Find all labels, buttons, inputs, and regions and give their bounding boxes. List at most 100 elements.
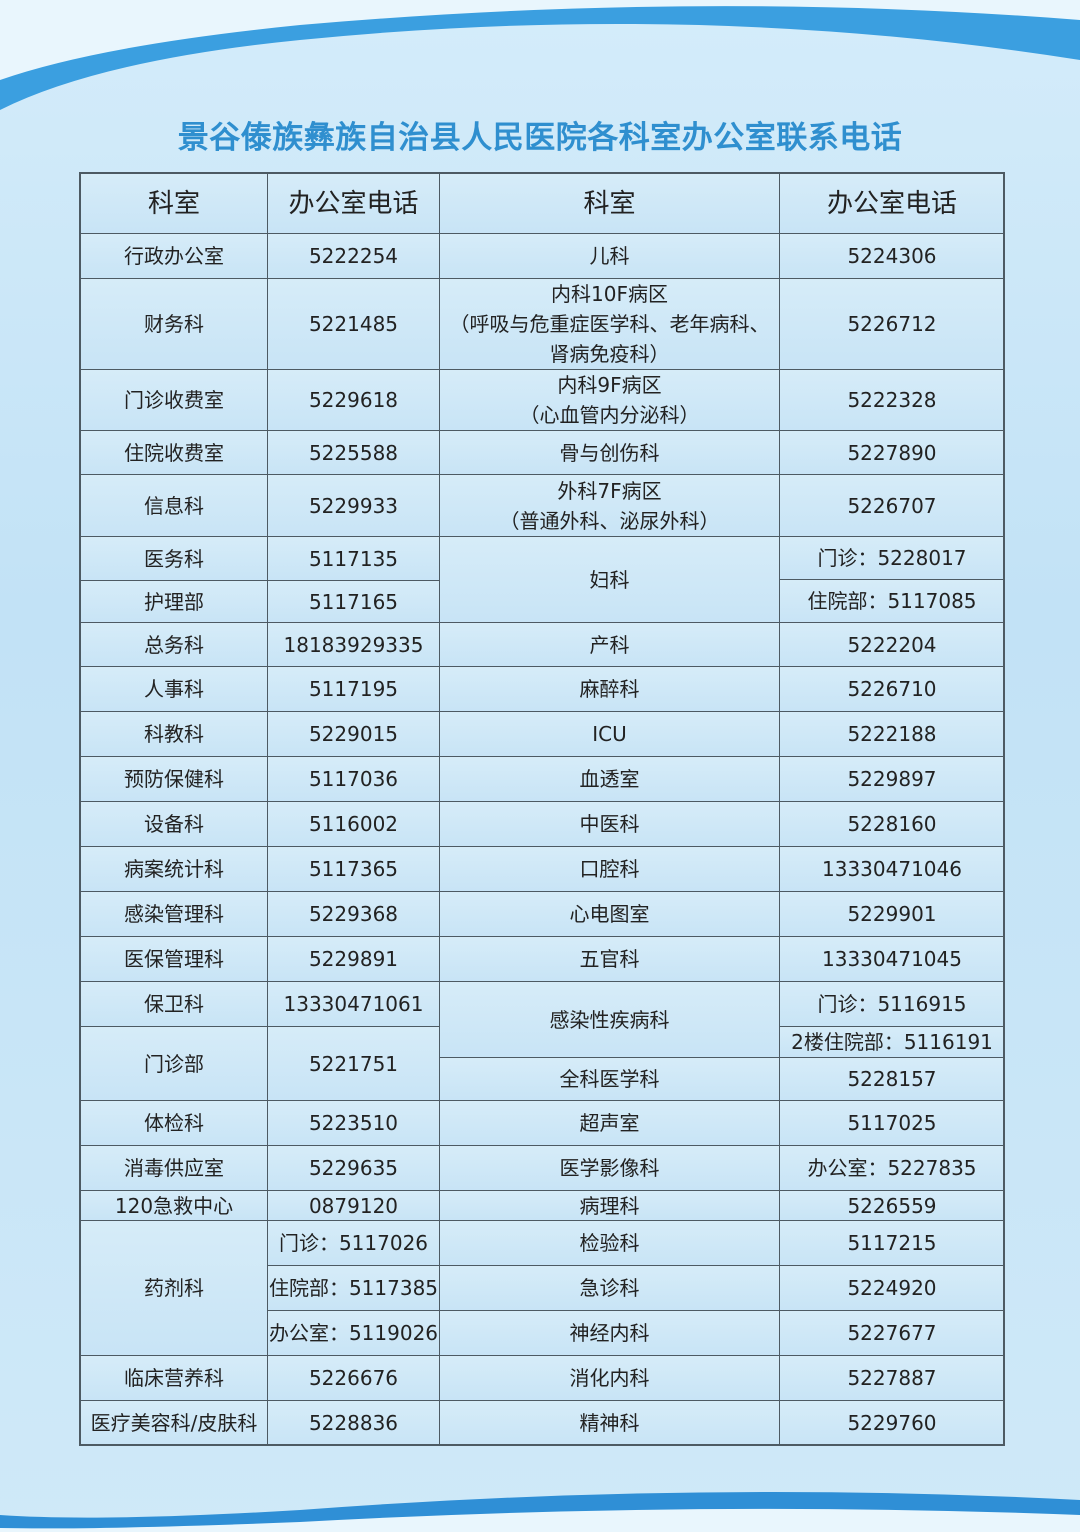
- department-name: 感染性疾病科: [439, 981, 780, 1058]
- decorative-wave-top-light: [0, 0, 1080, 80]
- phone-number: 住院部：5117085: [779, 579, 1005, 623]
- phone-number: 5229760: [779, 1400, 1005, 1446]
- phone-number: 13330471046: [779, 846, 1005, 892]
- department-name: 急诊科: [439, 1265, 780, 1311]
- department-name: 消毒供应室: [80, 1145, 268, 1191]
- phone-number: 5117165: [267, 580, 440, 623]
- department-name: 药剂科: [80, 1220, 268, 1356]
- phone-number: 5223510: [267, 1100, 440, 1146]
- department-name: 医保管理科: [80, 936, 268, 982]
- phone-number: 5225588: [267, 430, 440, 475]
- phone-number: 5117135: [267, 536, 440, 581]
- phone-number: 5222254: [267, 233, 440, 279]
- phone-number: 5229368: [267, 891, 440, 937]
- phone-number: 5228157: [779, 1057, 1005, 1101]
- phone-number: 5229901: [779, 891, 1005, 937]
- phone-number: 门诊：5116915: [779, 981, 1005, 1027]
- department-name: 超声室: [439, 1100, 780, 1146]
- department-name: 内科10F病区 （呼吸与危重症医学科、老年病科、 肾病免疫科）: [439, 278, 780, 370]
- decorative-wave-bottom-light: [0, 1508, 1080, 1532]
- phone-number: 5226676: [267, 1355, 440, 1401]
- phone-number: 5228160: [779, 801, 1005, 847]
- department-name: 科教科: [80, 711, 268, 757]
- department-name: 门诊部: [80, 1026, 268, 1101]
- phone-number: 5222328: [779, 369, 1005, 431]
- department-name: 内科9F病区 （心血管内分泌科）: [439, 369, 780, 431]
- department-name: 口腔科: [439, 846, 780, 892]
- phone-number: 5224306: [779, 233, 1005, 279]
- phone-number: 门诊：5228017: [779, 536, 1005, 580]
- department-name: 信息科: [80, 474, 268, 537]
- department-name: 财务科: [80, 278, 268, 370]
- department-name: 医疗美容科/皮肤科: [80, 1400, 268, 1446]
- department-name: 设备科: [80, 801, 268, 847]
- phone-number: 5229015: [267, 711, 440, 757]
- department-name: 门诊收费室: [80, 369, 268, 431]
- department-name: 120急救中心: [80, 1190, 268, 1221]
- department-name: 产科: [439, 622, 780, 667]
- phone-number: 5222188: [779, 711, 1005, 757]
- phone-number: 办公室：5119026: [267, 1310, 440, 1356]
- column-header: 科室: [80, 173, 268, 234]
- department-name: 消化内科: [439, 1355, 780, 1401]
- phone-number: 住院部：5117385: [267, 1265, 440, 1311]
- department-name: 行政办公室: [80, 233, 268, 279]
- column-header: 科室: [439, 173, 780, 234]
- department-name: 心电图室: [439, 891, 780, 937]
- department-name: 神经内科: [439, 1310, 780, 1356]
- phone-number: 5226707: [779, 474, 1005, 537]
- department-name: 病案统计科: [80, 846, 268, 892]
- phone-number: 5117036: [267, 756, 440, 802]
- department-name: 医学影像科: [439, 1145, 780, 1191]
- department-name: 血透室: [439, 756, 780, 802]
- department-name: 精神科: [439, 1400, 780, 1446]
- phone-number: 5229933: [267, 474, 440, 537]
- column-header: 办公室电话: [779, 173, 1005, 234]
- phone-number: 办公室：5227835: [779, 1145, 1005, 1191]
- phone-number: 5229618: [267, 369, 440, 431]
- department-name: 住院收费室: [80, 430, 268, 475]
- department-name: 保卫科: [80, 981, 268, 1027]
- department-name: 五官科: [439, 936, 780, 982]
- phone-number: 5224920: [779, 1265, 1005, 1311]
- department-name: 检验科: [439, 1220, 780, 1266]
- phone-number: 5228836: [267, 1400, 440, 1446]
- phone-number: 5229891: [267, 936, 440, 982]
- phone-number: 5226710: [779, 666, 1005, 712]
- phone-number: 5116002: [267, 801, 440, 847]
- phone-number: 0879120: [267, 1190, 440, 1221]
- phone-number: 5117025: [779, 1100, 1005, 1146]
- phone-number: 5117365: [267, 846, 440, 892]
- column-header: 办公室电话: [267, 173, 440, 234]
- phone-number: 5221751: [267, 1026, 440, 1101]
- phone-number: 5229635: [267, 1145, 440, 1191]
- phone-number: 5117215: [779, 1220, 1005, 1266]
- department-name: 医务科: [80, 536, 268, 581]
- phone-number: 5117195: [267, 666, 440, 712]
- department-name: 儿科: [439, 233, 780, 279]
- page-title: 景谷傣族彝族自治县人民医院各科室办公室联系电话: [177, 120, 903, 156]
- phone-number: 13330471045: [779, 936, 1005, 982]
- department-name: 体检科: [80, 1100, 268, 1146]
- phone-number: 5227677: [779, 1310, 1005, 1356]
- department-name: ICU: [439, 711, 780, 757]
- phone-number: 门诊：5117026: [267, 1220, 440, 1266]
- department-name: 麻醉科: [439, 666, 780, 712]
- department-name: 总务科: [80, 622, 268, 667]
- phone-number: 5227887: [779, 1355, 1005, 1401]
- department-name: 妇科: [439, 536, 780, 623]
- phone-number: 13330471061: [267, 981, 440, 1027]
- department-name: 预防保健科: [80, 756, 268, 802]
- phone-number: 5229897: [779, 756, 1005, 802]
- phone-number: 5226559: [779, 1190, 1005, 1221]
- phone-number: 5222204: [779, 622, 1005, 667]
- phone-number: 5227890: [779, 430, 1005, 475]
- department-name: 中医科: [439, 801, 780, 847]
- phone-number: 5226712: [779, 278, 1005, 370]
- department-name: 全科医学科: [439, 1057, 780, 1101]
- department-name: 临床营养科: [80, 1355, 268, 1401]
- department-name: 感染管理科: [80, 891, 268, 937]
- department-name: 护理部: [80, 580, 268, 623]
